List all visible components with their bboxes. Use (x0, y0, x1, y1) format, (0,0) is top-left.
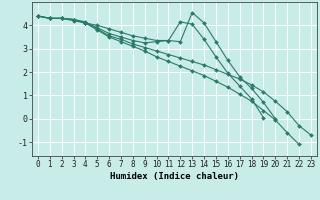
X-axis label: Humidex (Indice chaleur): Humidex (Indice chaleur) (110, 172, 239, 181)
